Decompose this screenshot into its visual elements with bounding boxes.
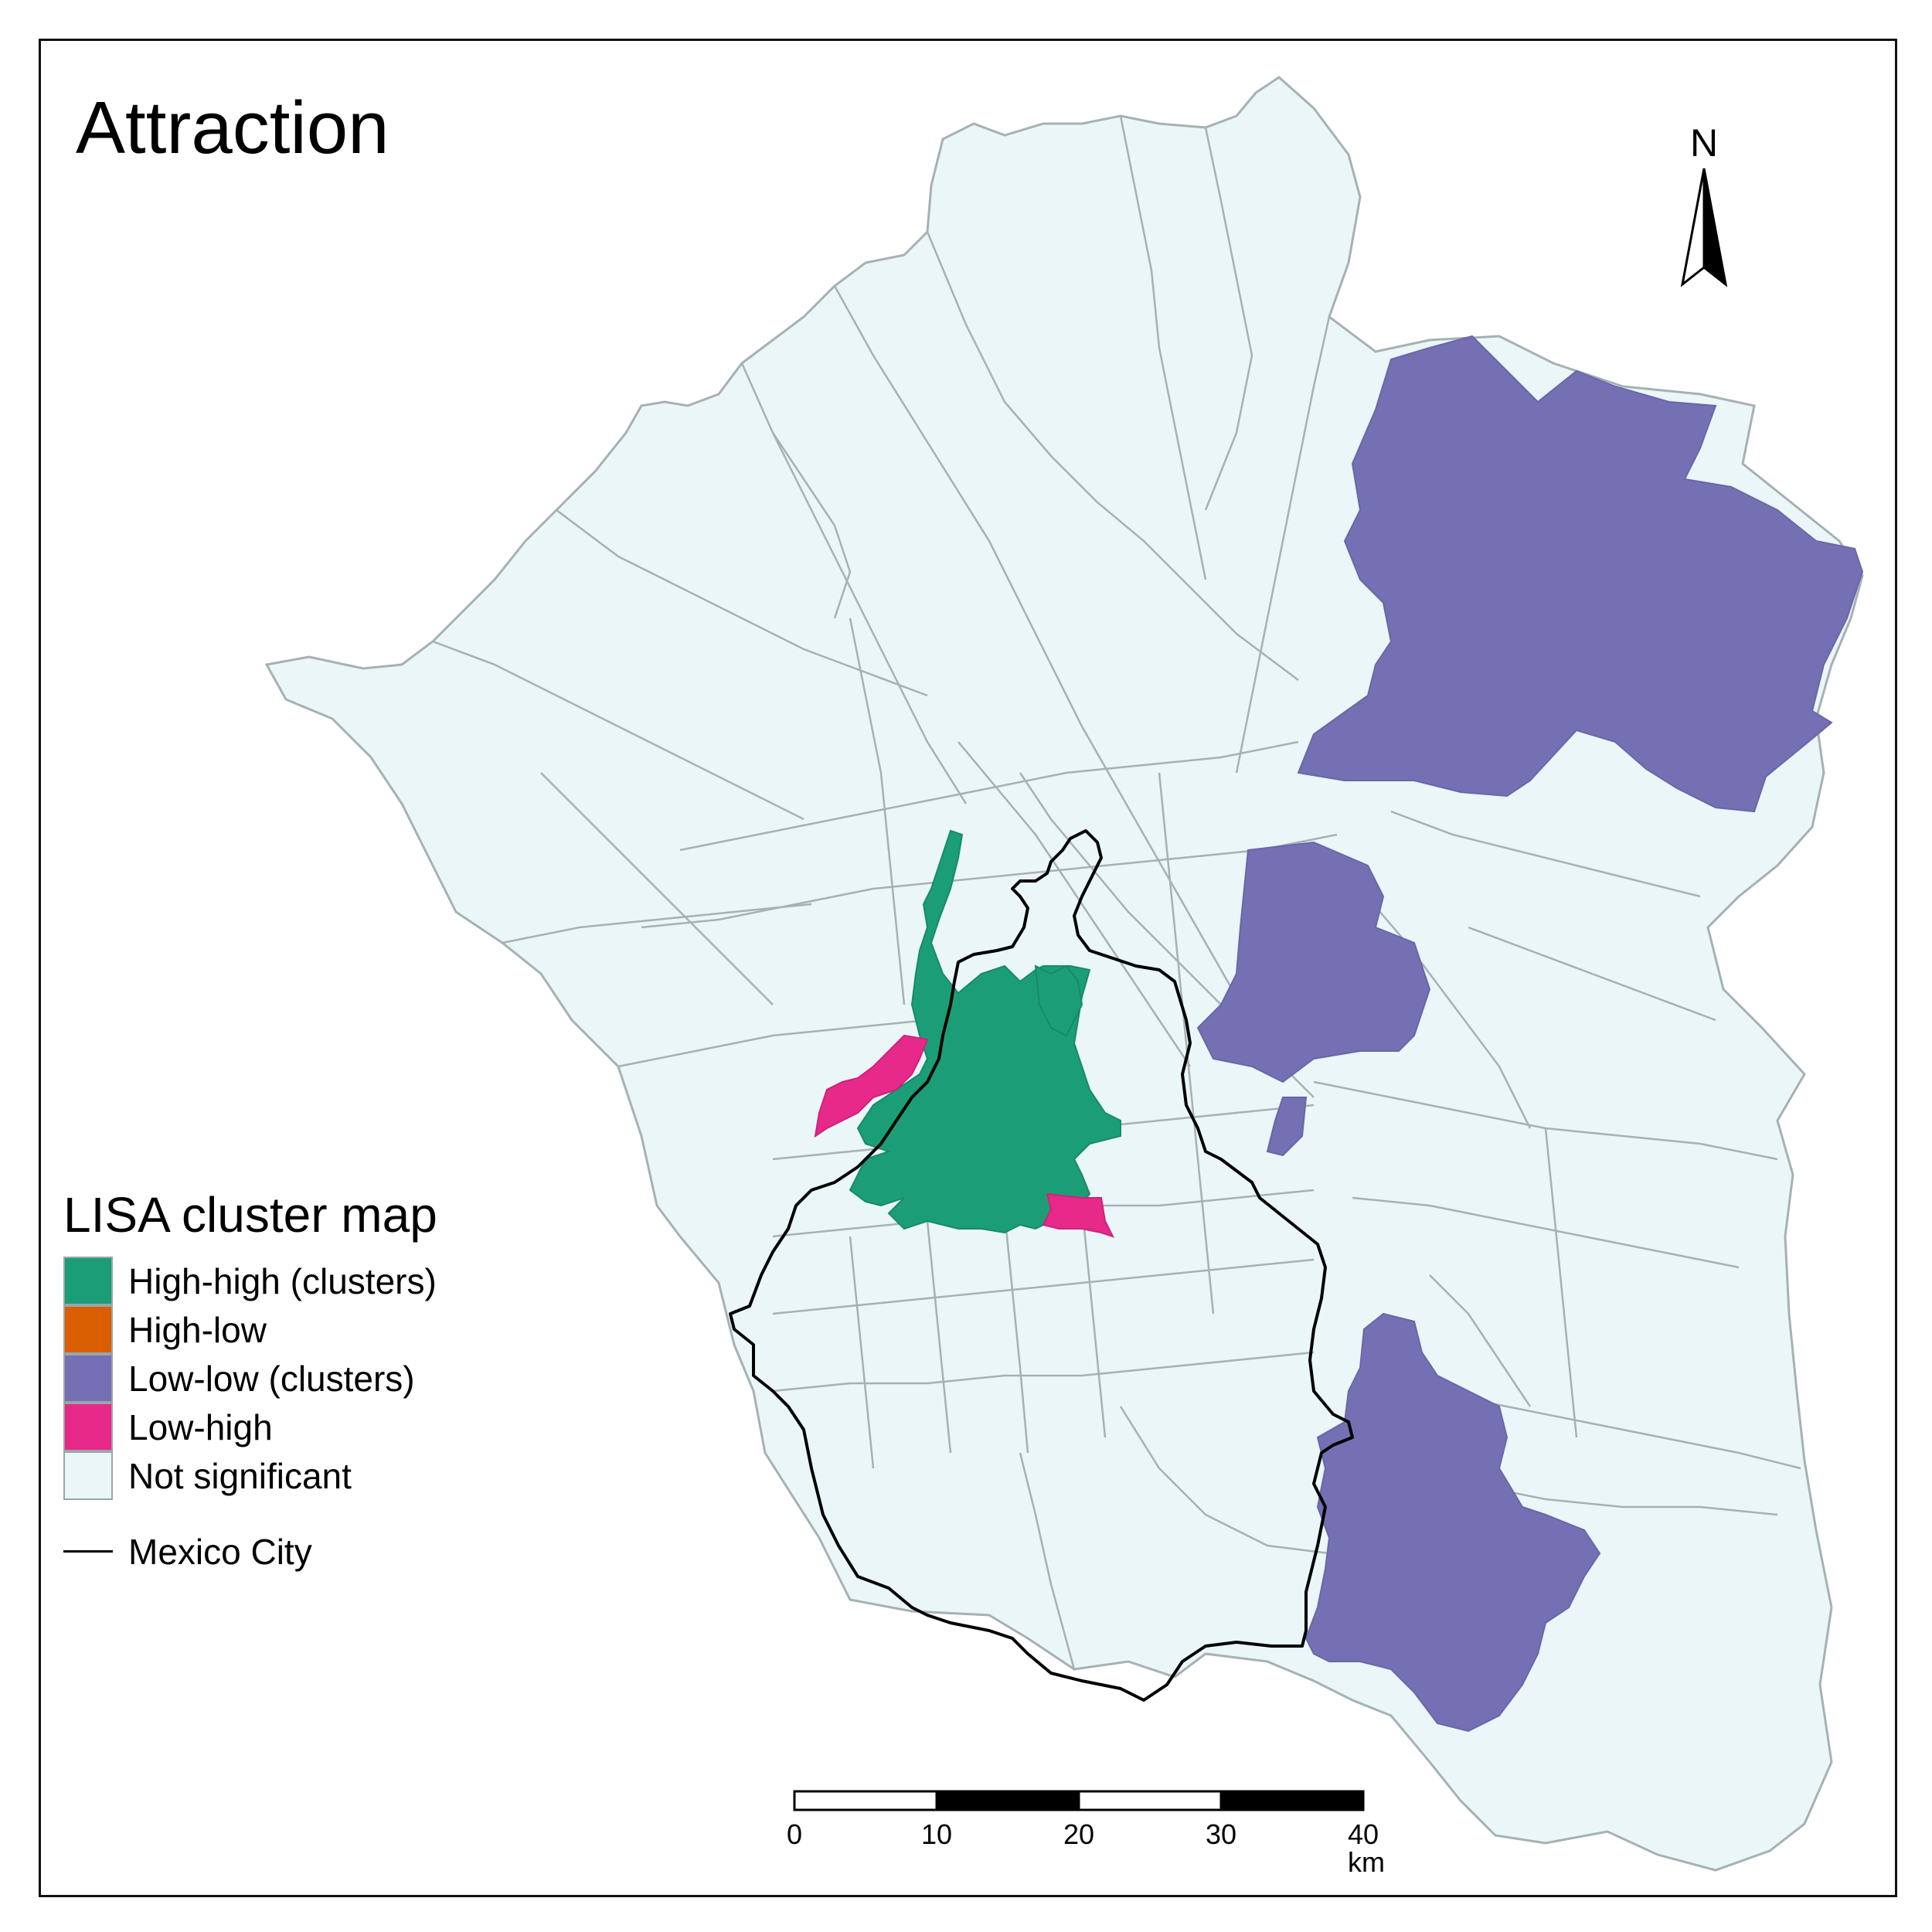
map-title: Attraction bbox=[76, 87, 389, 169]
legend-label: High-high (clusters) bbox=[128, 1260, 437, 1301]
legend-item-not-significant: Not significant bbox=[63, 1451, 437, 1500]
low-low-southeast-unit bbox=[1304, 1312, 1601, 1733]
legend-title: LISA cluster map bbox=[63, 1187, 437, 1243]
legend-item-mexico-city: Mexico City bbox=[63, 1527, 437, 1576]
north-label: N bbox=[1689, 121, 1719, 165]
low-high-units bbox=[814, 1034, 1114, 1238]
high-high-core-unit bbox=[849, 829, 1121, 1234]
high-high-clusters bbox=[849, 829, 1121, 1234]
scale-tick-label: 10 bbox=[921, 1818, 953, 1850]
scalebar-graphic bbox=[793, 1790, 1365, 1811]
legend-line-swatch bbox=[63, 1550, 113, 1553]
scale-tick-label: 0 bbox=[787, 1818, 803, 1850]
legend-swatch-not-significant bbox=[63, 1451, 113, 1500]
legend-swatch-low-low bbox=[63, 1354, 113, 1403]
low-low-northeast-unit bbox=[1297, 335, 1864, 813]
scalebar-labels: 0 10 20 30 40 km bbox=[787, 1818, 1413, 1876]
low-high-south-unit bbox=[1042, 1192, 1114, 1238]
mexico-city-boundary bbox=[729, 829, 1354, 1702]
legend-item-low-low: Low-low (clusters) bbox=[63, 1354, 437, 1403]
legend-label: Mexico City bbox=[128, 1531, 312, 1572]
legend-label: Low-high bbox=[128, 1406, 273, 1447]
municipality-borders bbox=[432, 115, 1801, 1670]
legend-label: High-low bbox=[128, 1309, 267, 1350]
scale-tick-label: 20 bbox=[1063, 1818, 1095, 1850]
map-frame bbox=[39, 39, 1897, 1897]
low-low-clusters bbox=[1196, 335, 1864, 1733]
legend-item-high-low: High-low bbox=[63, 1305, 437, 1354]
legend-label: Low-low (clusters) bbox=[128, 1358, 415, 1399]
scale-tick-label: 30 bbox=[1206, 1818, 1237, 1850]
north-arrow: N bbox=[1673, 124, 1735, 162]
low-low-small-unit bbox=[1266, 1097, 1308, 1157]
high-high-north-branch-unit bbox=[1034, 964, 1083, 1037]
legend-swatch-high-high bbox=[63, 1257, 113, 1305]
scale-tick-label: 40 km bbox=[1348, 1818, 1385, 1878]
legend-label: Not significant bbox=[128, 1455, 352, 1496]
legend: LISA cluster map High-high (clusters) Hi… bbox=[63, 1190, 437, 1576]
legend-swatch-high-low bbox=[63, 1305, 113, 1354]
legend-swatch-low-high bbox=[63, 1403, 113, 1451]
legend-item-high-high: High-high (clusters) bbox=[63, 1257, 437, 1305]
low-low-east-unit bbox=[1196, 841, 1431, 1083]
legend-item-low-high: Low-high bbox=[63, 1403, 437, 1451]
north-arrow-icon bbox=[1680, 168, 1728, 287]
low-high-west-unit bbox=[814, 1034, 929, 1138]
